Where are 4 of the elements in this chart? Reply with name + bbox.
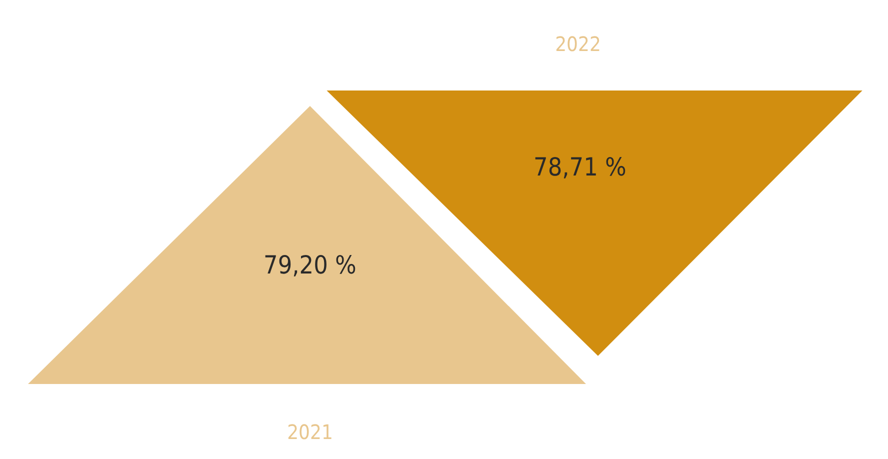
data-label: 79,20 %	[264, 250, 356, 280]
category-label: 2022	[555, 32, 601, 56]
category-label: 2021	[287, 420, 333, 444]
data-label: 78,71 %	[534, 152, 626, 182]
